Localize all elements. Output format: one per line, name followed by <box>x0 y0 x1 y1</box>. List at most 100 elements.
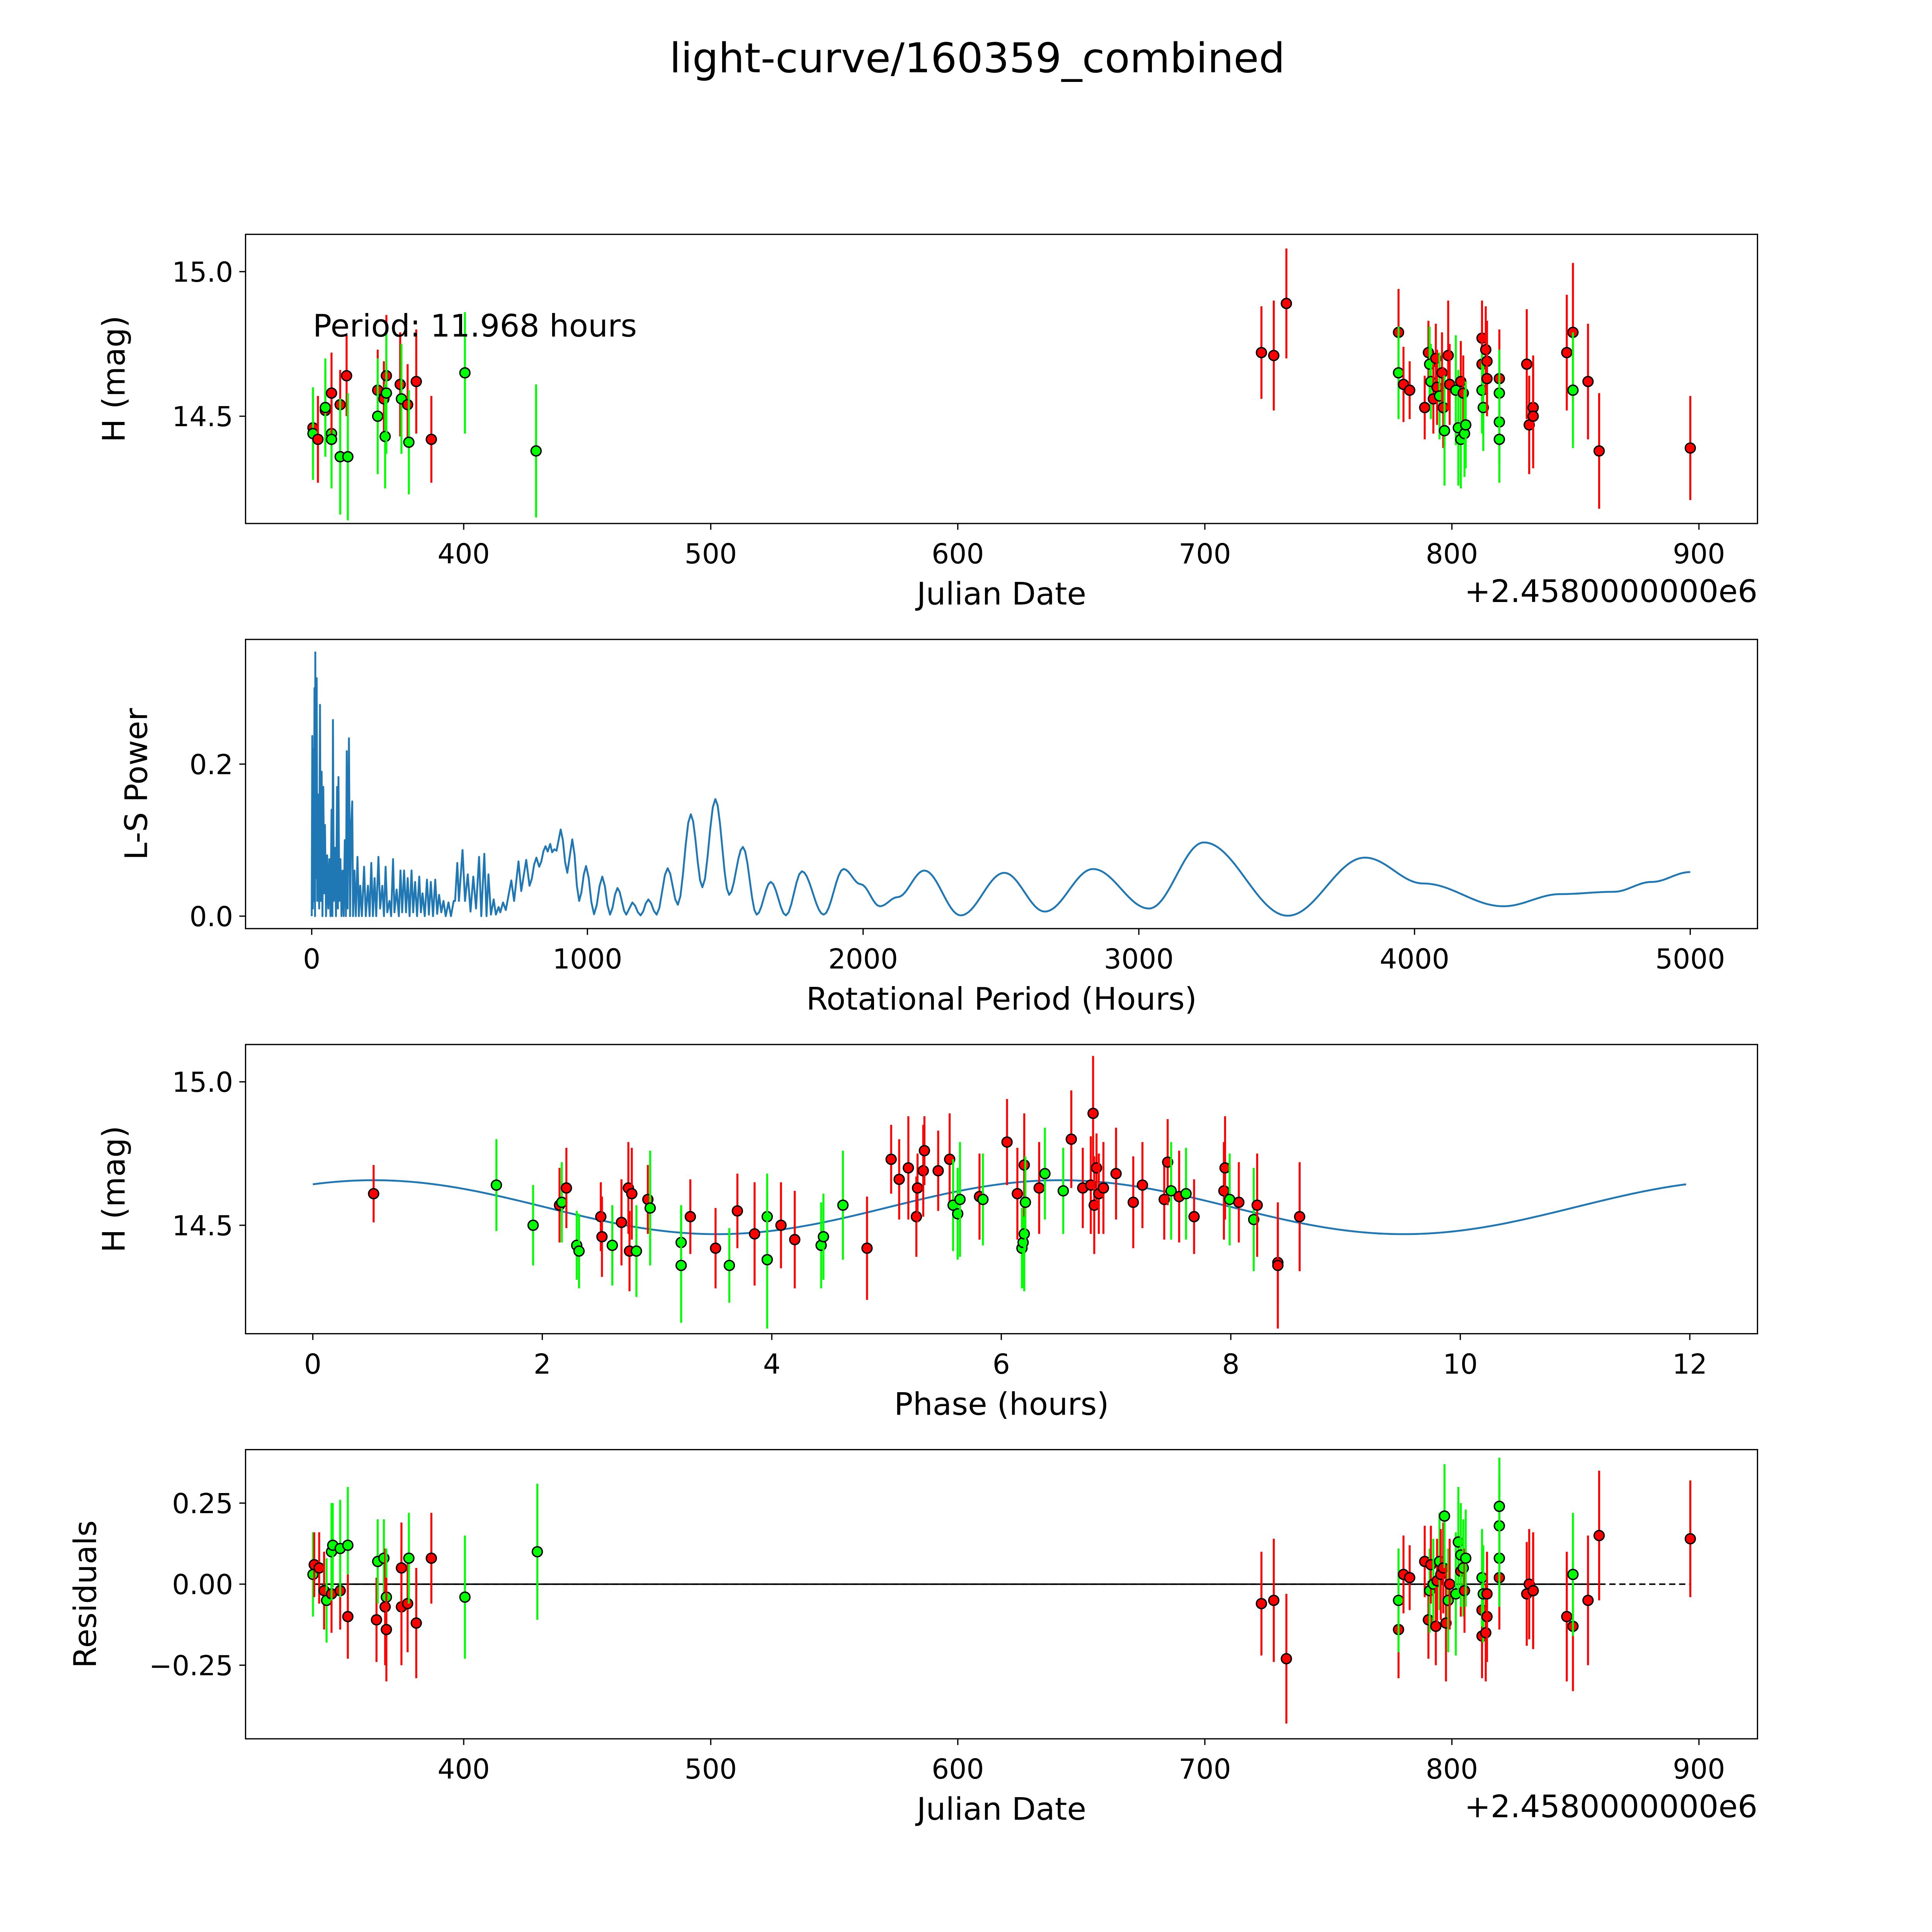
x-tick-label: 4 <box>763 1348 781 1380</box>
x-offset-text: +2.4580000000e6 <box>1464 1789 1757 1825</box>
data-point <box>596 1196 608 1277</box>
x-tick-label: 12 <box>1672 1348 1707 1380</box>
marker <box>531 1546 543 1558</box>
plot-area <box>311 651 1690 917</box>
x-tick-label: 0 <box>304 1348 321 1380</box>
marker <box>903 1162 914 1174</box>
x-tick-label: 700 <box>1179 538 1231 570</box>
marker <box>723 1260 735 1271</box>
data-point <box>1136 1142 1148 1228</box>
marker <box>1255 347 1267 359</box>
data-point <box>616 1179 628 1265</box>
y-axis-label: H (mag) <box>96 315 133 442</box>
marker <box>1561 347 1573 359</box>
data-point <box>402 364 413 446</box>
data-point <box>1567 332 1579 448</box>
data-point <box>402 1555 413 1652</box>
data-point <box>1561 294 1573 411</box>
marker <box>1582 376 1594 388</box>
y-tick-label: 15.0 <box>172 1066 233 1099</box>
marker <box>1087 1107 1099 1119</box>
x-axis-label: Rotational Period (Hours) <box>806 981 1197 1017</box>
marker <box>312 434 324 445</box>
panel-lightcurve: 400 500 600 700 800 900 14.5 15.0 Julian Date H (… <box>96 233 1758 612</box>
data-point <box>425 1513 437 1604</box>
x-tick-label: 4000 <box>1379 943 1449 975</box>
marker <box>459 1591 471 1603</box>
data-point <box>1436 332 1448 413</box>
data-point <box>342 393 354 520</box>
data-point <box>341 335 352 417</box>
marker <box>626 1188 638 1199</box>
data-point <box>1684 1480 1696 1597</box>
marker <box>910 1211 922 1223</box>
data-point <box>731 1173 743 1248</box>
marker <box>403 436 415 448</box>
marker <box>1582 1595 1594 1606</box>
marker <box>372 410 384 422</box>
data-point <box>606 1205 618 1286</box>
data-point <box>1442 1548 1454 1652</box>
data-point <box>425 396 437 483</box>
marker <box>1091 1162 1102 1174</box>
marker <box>403 1553 415 1564</box>
marker <box>1393 367 1405 379</box>
marker <box>684 1211 696 1223</box>
axes-frame <box>245 639 1758 929</box>
data-point <box>723 1228 735 1303</box>
x-tick-label: 600 <box>932 538 984 570</box>
marker <box>977 1194 989 1205</box>
data-point <box>1188 1179 1200 1254</box>
marker <box>595 1211 607 1223</box>
data-point <box>396 1522 407 1614</box>
marker <box>1493 1500 1505 1512</box>
marker <box>459 367 471 379</box>
marker <box>1436 367 1448 379</box>
x-tick-label: 2 <box>534 1348 551 1380</box>
x-tick-label: 600 <box>932 1753 984 1785</box>
data-point <box>1272 1202 1284 1329</box>
data-point <box>573 1214 585 1289</box>
marker <box>1136 1179 1148 1191</box>
marker <box>1255 1598 1267 1609</box>
y-axis-label: Residuals <box>67 1520 104 1668</box>
marker <box>1272 1260 1284 1271</box>
data-point <box>885 1125 897 1194</box>
marker <box>378 1553 390 1564</box>
data-point <box>1430 1587 1442 1665</box>
marker <box>1268 350 1280 361</box>
data-point <box>490 1139 502 1231</box>
data-point <box>837 1150 849 1260</box>
marker <box>1097 1182 1109 1194</box>
marker <box>1480 1627 1492 1639</box>
data-point <box>1523 376 1535 474</box>
data-point <box>1233 1162 1245 1243</box>
y-tick-label: 0.0 <box>189 901 233 933</box>
marker <box>1039 1168 1051 1180</box>
marker <box>1481 1588 1493 1600</box>
data-point <box>459 312 471 434</box>
marker <box>954 1194 966 1205</box>
marker <box>1033 1182 1045 1194</box>
data-point <box>530 384 542 518</box>
marker <box>917 1165 929 1177</box>
data-point <box>1582 323 1594 440</box>
marker <box>1224 1194 1235 1205</box>
x-tick-label: 400 <box>437 538 490 570</box>
marker <box>410 1617 422 1629</box>
marker <box>918 1145 930 1156</box>
data-point <box>932 1130 944 1211</box>
marker <box>596 1231 608 1243</box>
marker <box>1567 384 1579 396</box>
marker <box>396 1562 407 1574</box>
marker <box>1481 373 1493 384</box>
data-point <box>312 396 324 483</box>
data-point <box>1294 1162 1306 1271</box>
data-point <box>1224 1153 1235 1245</box>
data-point <box>1480 1584 1492 1682</box>
marker <box>425 434 437 445</box>
marker <box>1437 402 1449 413</box>
